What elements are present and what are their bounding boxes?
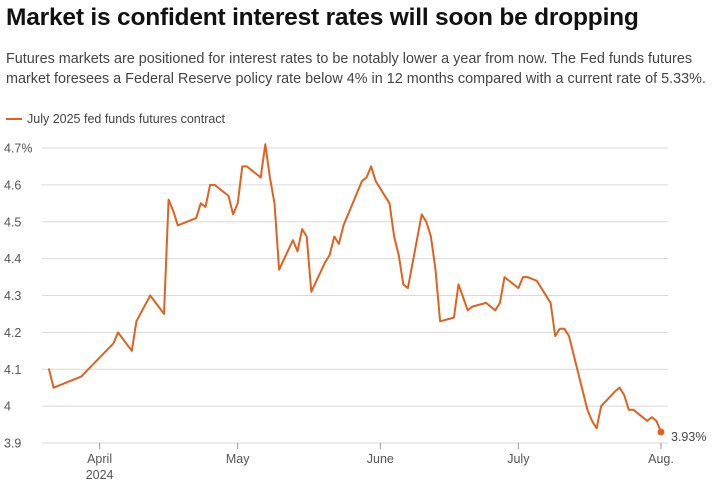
x-tick-label: June xyxy=(367,452,394,466)
y-tick-label: 4.2 xyxy=(4,326,21,340)
y-tick-label: 4.5 xyxy=(4,215,21,229)
chart-title: Market is confident interest rates will … xyxy=(6,4,639,31)
x-tick-label: April xyxy=(87,452,112,466)
end-value-label: 3.93% xyxy=(671,430,706,444)
legend: July 2025 fed funds futures contract xyxy=(6,110,225,128)
y-tick-label: 4 xyxy=(4,400,11,414)
x-tick-sublabel: 2024 xyxy=(86,468,114,482)
y-tick-label: 3.9 xyxy=(4,437,21,451)
legend-swatch xyxy=(6,118,22,120)
y-tick-label: 4.4 xyxy=(4,252,21,266)
series-line xyxy=(48,143,662,433)
y-tick-label: 4.6 xyxy=(4,178,21,192)
legend-label: July 2025 fed funds futures contract xyxy=(27,112,226,126)
x-tick-label: July xyxy=(507,452,530,466)
y-tick-label: 4.7% xyxy=(4,142,33,156)
x-tick-label: Aug. xyxy=(648,452,674,466)
end-point-marker xyxy=(657,428,665,436)
y-tick-label: 4.1 xyxy=(4,363,21,377)
series-layer: 3.93% xyxy=(48,143,706,444)
y-axis-ticks: 3.9 4 4.1 4.2 4.3 4.4 4.5 4.6 4.7% xyxy=(4,142,33,451)
x-axis-ticks: April 2024 May June July Aug. xyxy=(86,443,674,482)
gridlines xyxy=(42,147,668,444)
x-tick-label: May xyxy=(226,452,250,466)
chart-subtitle: Futures markets are positioned for inter… xyxy=(6,51,706,87)
y-tick-label: 4.3 xyxy=(4,289,21,303)
